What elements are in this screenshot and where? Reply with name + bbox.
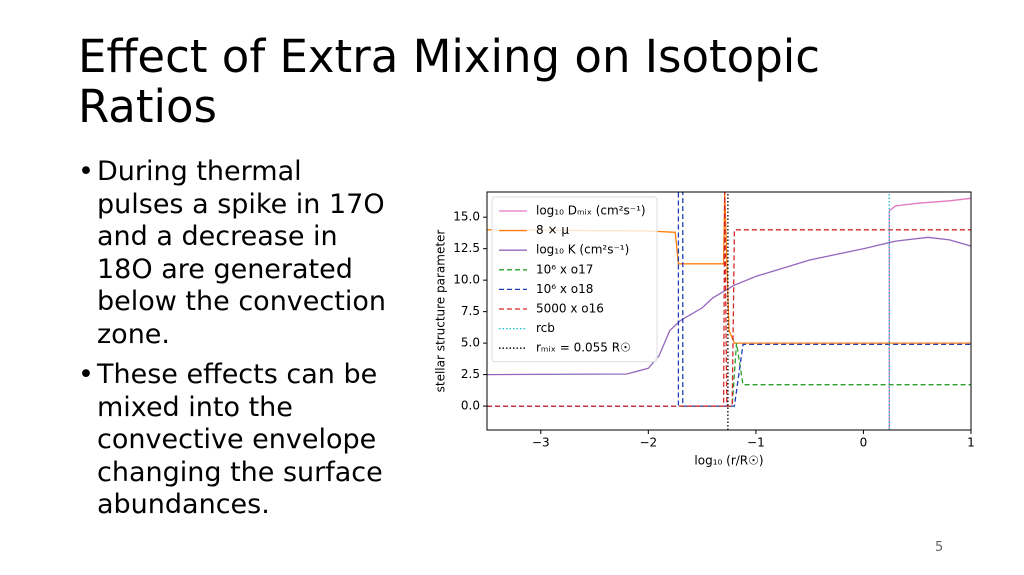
x-tick-label: −3: [532, 436, 550, 450]
x-tick-label: −1: [747, 436, 765, 450]
bullet: During thermal pulses a spike in 17O and…: [78, 156, 388, 351]
y-tick-label: 10.0: [453, 273, 480, 287]
y-tick-label: 0.0: [461, 399, 480, 413]
x-tick-label: 1: [967, 436, 975, 450]
x-axis-label: log₁₀ (r/R☉): [694, 454, 763, 468]
bullet: These effects can be mixed into the conv…: [78, 359, 388, 522]
legend: log₁₀ Dₘᵢₓ (cm²s⁻¹) 8 × μ log₁₀ K (cm²s⁻¹)…: [491, 196, 658, 363]
legend-label: log₁₀ K (cm²s⁻¹): [536, 243, 629, 257]
page-number: 5: [935, 540, 944, 555]
plot-frame: [486, 191, 972, 431]
y-axis-label: stellar structure parameter: [434, 230, 448, 393]
series-line: [487, 192, 971, 407]
legend-label: rₘᵢₓ = 0.055 R☉: [536, 341, 631, 355]
y-tick-label: 12.5: [453, 241, 480, 255]
legend-label: rcb: [536, 321, 555, 335]
legend-label: 10⁶ x o18: [536, 282, 593, 296]
legend-label: 5000 x o16: [536, 302, 604, 316]
plot-lines: [487, 192, 971, 430]
legend-label: 8 × μ: [536, 223, 569, 237]
legend-label: 10⁶ x o17: [536, 262, 593, 276]
series-line: [487, 192, 971, 407]
y-tick-label: 7.5: [461, 304, 480, 318]
bullet-list: During thermal pulses a spike in 17O and…: [78, 156, 388, 530]
legend-label: log₁₀ Dₘᵢₓ (cm²s⁻¹): [536, 204, 646, 218]
slide-title: Effect of Extra Mixing on Isotopic Ratio…: [78, 30, 821, 133]
y-tick-label: 2.5: [461, 367, 480, 381]
y-tick-label: 15.0: [453, 210, 480, 224]
x-tick-label: −2: [639, 436, 657, 450]
y-tick-label: 5.0: [461, 336, 480, 350]
legend-box: [491, 196, 658, 363]
x-tick-label: 0: [860, 436, 868, 450]
series-line: [888, 197, 971, 430]
